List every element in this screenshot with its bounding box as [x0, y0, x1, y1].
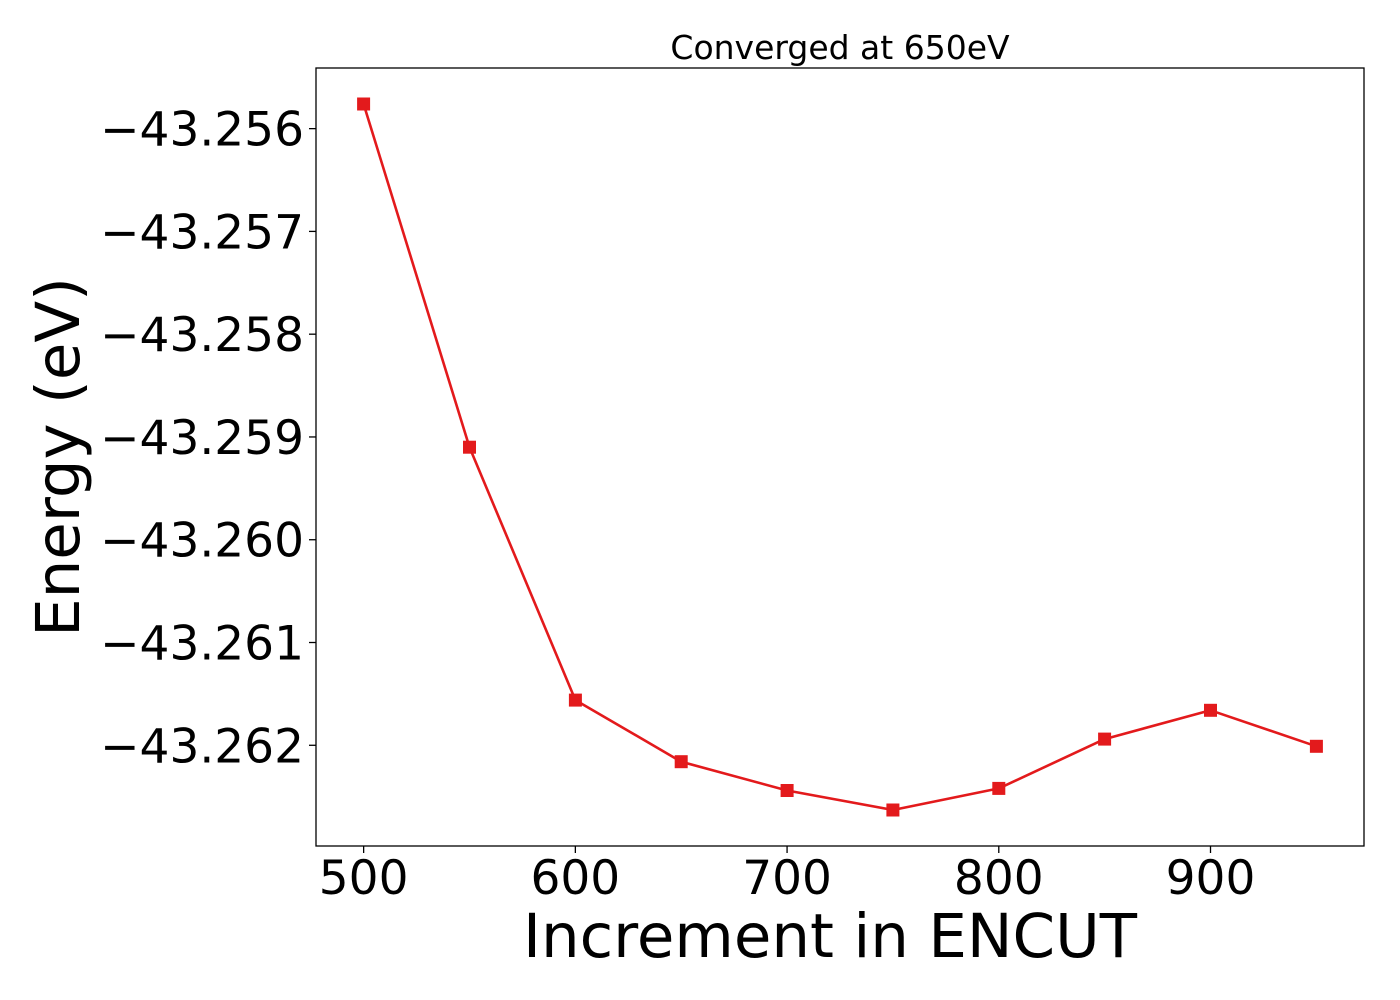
y-tick-label: −43.257 [100, 205, 304, 260]
chart-title: Converged at 650eV [670, 28, 1010, 67]
series-line [362, 103, 1317, 812]
data-point-marker [1098, 732, 1112, 746]
x-tick-label: 800 [954, 851, 1044, 906]
x-tick-label: 500 [319, 851, 409, 906]
data-point-marker [568, 693, 582, 707]
x-tick-label: 700 [742, 851, 832, 906]
y-tick-label: −43.256 [100, 103, 304, 158]
data-point-marker [780, 784, 794, 797]
data-point-marker [463, 440, 476, 454]
y-tick-label: −43.262 [100, 719, 304, 774]
y-tick-label: −43.259 [100, 411, 304, 466]
data-point-marker [1309, 739, 1323, 753]
y-tick-label: −43.260 [100, 514, 304, 569]
series-layer [357, 97, 1323, 817]
x-axis-label: Increment in ENCUT [523, 901, 1138, 972]
x-tick-label: 900 [1166, 851, 1256, 906]
data-point-marker [886, 803, 900, 817]
y-axis-label: Energy (eV) [23, 277, 94, 637]
data-point-marker [674, 755, 688, 769]
y-tick-label: −43.258 [100, 308, 304, 363]
plot-frame [315, 67, 1365, 847]
y-tick-label: −43.261 [100, 617, 304, 672]
x-tick-label: 600 [530, 851, 620, 906]
data-point-marker [1204, 703, 1217, 717]
data-point-marker [992, 781, 1006, 795]
data-point-marker [357, 97, 371, 111]
ticks-layer: 500 600 700 800 900 −43.256 −43.257 −43.258 −43.… [100, 103, 1255, 906]
